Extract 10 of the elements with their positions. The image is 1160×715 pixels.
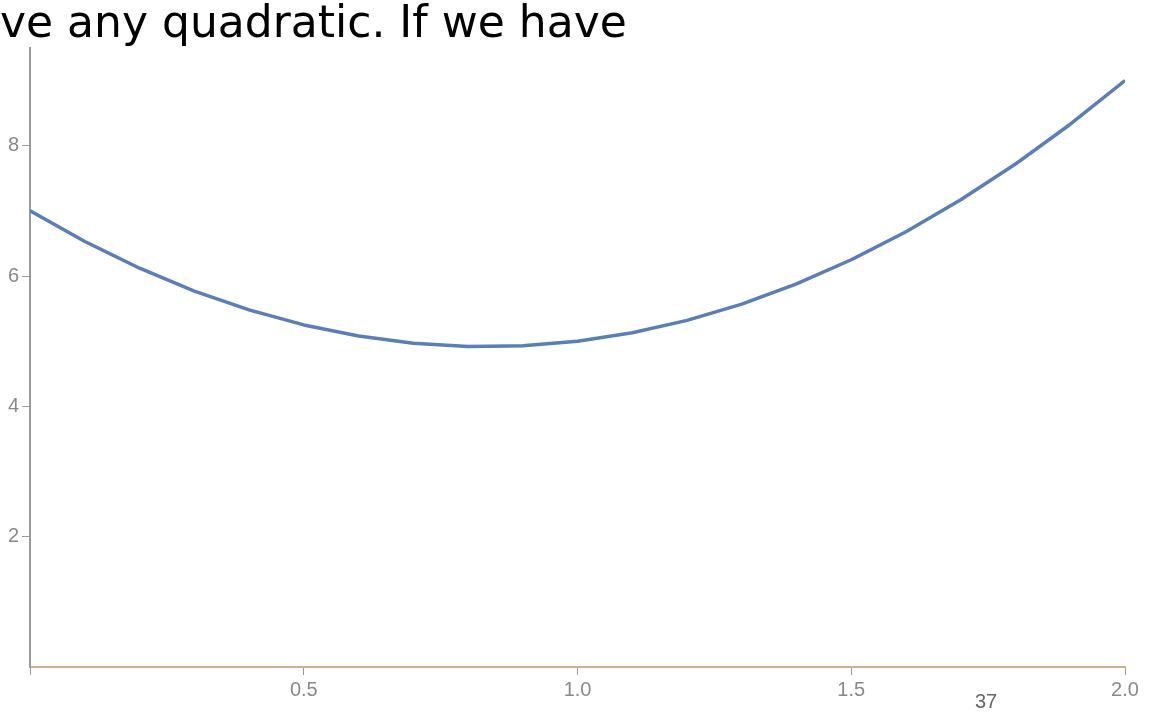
y-tick-label: 4 (8, 393, 20, 416)
y-tick-label: 8 (8, 133, 20, 156)
x-tick-label: 1.5 (837, 677, 866, 700)
y-tick-label: 2 (8, 524, 20, 547)
x-tick-label: 1.0 (563, 677, 592, 700)
y-tick-label: 6 (8, 263, 20, 286)
x-tick-label: 0.5 (289, 677, 318, 700)
x-tick-label: 2.0 (1111, 677, 1139, 700)
text: 37 (975, 690, 998, 713)
text: ve any quadratic. If we have (0, 0, 627, 47)
